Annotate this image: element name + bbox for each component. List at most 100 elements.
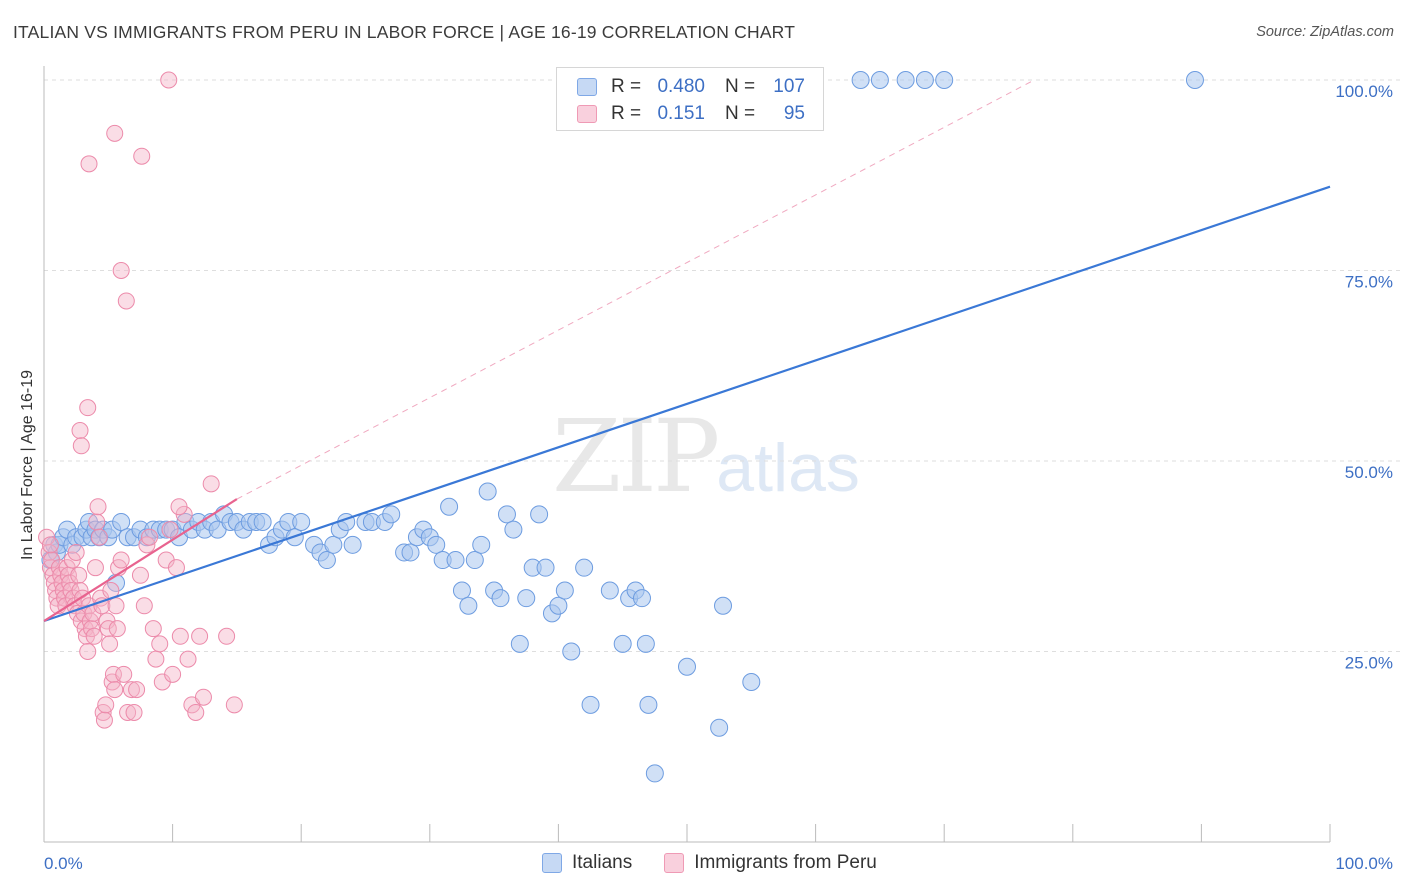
y-tick-label: 75.0%: [1345, 273, 1393, 292]
legend-label-italians: Italians: [572, 852, 633, 873]
watermark: ZIPatlas: [552, 398, 860, 515]
legend-label-peru: Immigrants from Peru: [694, 852, 877, 873]
peru-point: [119, 703, 137, 721]
italians-point: [549, 596, 568, 615]
peru-point: [144, 620, 162, 638]
series-legend: Italians Immigrants from Peru: [542, 852, 909, 874]
stats-legend: R = 0.480 N = 107 R = 0.151 N = 95: [556, 67, 824, 131]
y-tick-label: 50.0%: [1345, 463, 1393, 482]
italians-point: [896, 71, 915, 89]
peru-point: [160, 71, 178, 89]
italians-point: [636, 634, 655, 653]
peru-point: [191, 627, 209, 645]
italians-point: [742, 672, 761, 691]
watermark-atlas: atlas: [716, 430, 860, 506]
italians-point: [292, 512, 311, 531]
peru-point: [95, 711, 113, 729]
x-tick-label: 0.0%: [44, 854, 83, 873]
italians-point: [536, 558, 555, 577]
peru-point: [194, 688, 212, 706]
italians-point: [575, 558, 594, 577]
watermark-zip: ZIP: [552, 398, 720, 515]
italians-point: [427, 535, 446, 554]
italians-point: [491, 589, 510, 608]
italians-point: [530, 505, 549, 524]
peru-point: [225, 696, 243, 714]
italians-point: [935, 71, 954, 89]
italians-point: [517, 589, 536, 608]
legend-swatch-peru: [664, 853, 685, 873]
peru-point: [133, 147, 151, 165]
peru-point: [101, 635, 119, 653]
italians-point: [714, 596, 733, 615]
peru-point: [151, 635, 169, 653]
peru-point: [70, 566, 88, 584]
peru-trend-extrapolation: [236, 79, 1035, 500]
italians-point: [870, 71, 889, 89]
peru-point: [161, 521, 179, 539]
italians-point: [472, 535, 491, 554]
peru-point: [125, 703, 143, 721]
legend-r-label: R =: [611, 103, 642, 124]
legend-n-label: N =: [725, 103, 756, 124]
legend-swatch-italians: [542, 853, 562, 873]
italians-point: [710, 718, 729, 737]
peru-point: [108, 620, 126, 638]
peru-point: [128, 681, 146, 699]
peru-point: [147, 650, 165, 668]
italians-point: [112, 512, 131, 531]
peru-point: [117, 292, 135, 310]
italians-trend-line: [43, 185, 1331, 623]
peru-point: [218, 627, 236, 645]
italians-point: [632, 589, 651, 608]
peru-point: [115, 665, 133, 683]
legend-n-value: 95: [783, 103, 805, 124]
peru-point: [135, 597, 153, 615]
peru-point: [187, 703, 205, 721]
peru-point: [97, 696, 115, 714]
peru-point: [88, 513, 106, 531]
peru-point: [106, 681, 124, 699]
italians-point: [915, 71, 934, 89]
italians-point: [401, 543, 420, 562]
y-tick-label: 100.0%: [1335, 82, 1393, 101]
italians-point: [613, 634, 632, 653]
peru-point: [80, 155, 98, 173]
peru-point: [41, 536, 59, 554]
italians-point: [562, 642, 581, 661]
italians-point: [639, 695, 658, 714]
legend-item-italians: Italians: [542, 852, 632, 874]
italians-point: [478, 482, 497, 501]
peru-point: [79, 399, 97, 417]
italians-point: [440, 497, 459, 516]
legend-row-peru: R = 0.151 N = 95: [577, 103, 805, 125]
italians-point: [253, 512, 272, 531]
peru-point: [106, 124, 124, 142]
peru-point: [112, 551, 130, 569]
italians-point: [1185, 71, 1204, 89]
legend-row-italians: R = 0.480 N = 107: [577, 76, 805, 98]
italians-point: [851, 71, 870, 89]
peru-point: [72, 437, 90, 455]
italians-point: [452, 581, 471, 600]
italians-point: [581, 695, 600, 714]
legend-swatch-italians: [577, 78, 597, 96]
peru-point: [107, 597, 125, 615]
italians-point: [555, 581, 574, 600]
italians-point: [497, 505, 516, 524]
italians-point: [459, 596, 478, 615]
legend-swatch-peru: [577, 105, 597, 123]
legend-item-peru: Immigrants from Peru: [664, 852, 877, 874]
peru-point: [131, 566, 149, 584]
peru-point: [79, 643, 97, 660]
italians-point: [446, 551, 465, 570]
peru-point: [67, 543, 85, 561]
italians-point: [645, 764, 664, 783]
legend-r-value: 0.151: [657, 103, 705, 124]
italians-point: [465, 551, 484, 570]
peru-point: [140, 528, 158, 546]
legend-n-value: 107: [773, 76, 805, 97]
peru-point: [170, 498, 188, 516]
italians-point: [600, 581, 619, 600]
